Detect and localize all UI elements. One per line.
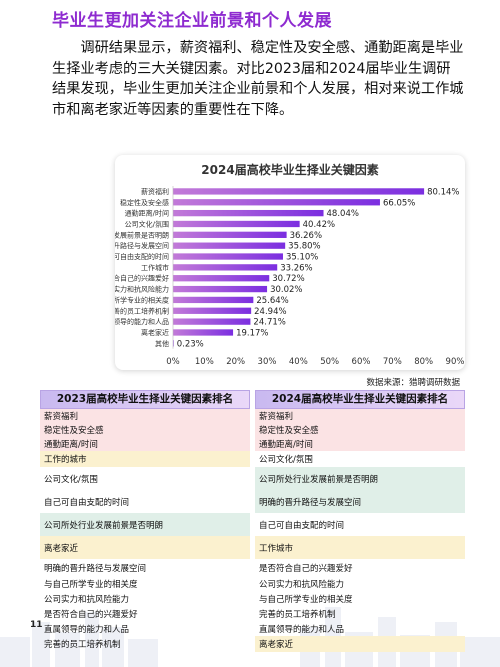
chart-category-label: 自己可自由支配的时间 [115,252,169,261]
chart-category-label: 公司所处行业发展前景是否明朗 [115,230,169,239]
chart-bar [173,318,251,325]
ranking-table-2024-row: 工作城市 [255,536,465,559]
chart-value-label: 25.64% [256,296,288,306]
chart-value-label: 35.80% [288,242,320,252]
chart-category-label: 薪资福利 [141,187,169,196]
chart-value-label: 36.26% [290,231,322,241]
chart-category-label: 公司实力和抗风险能力 [115,285,169,294]
ranking-table-2024-row: 薪资福利 [255,409,465,423]
ranking-table-2023-rows: 薪资福利 稳定性及安全感 通勤距离/时间 工作的城市公司文化/氛围自己可自由支配的时间… [40,409,250,652]
ranking-table-2023-row: 薪资福利 [40,409,250,423]
chart-x-tick-label: 10% [195,357,214,367]
chart-category-label: 直属领导的能力和人品 [115,317,169,326]
chart-bar [173,253,283,260]
chart-category-label: 是否符合自己的兴趣爱好 [115,274,169,283]
chart-value-label: 33.26% [280,263,312,273]
ranking-table-2023-row: 通勤距离/时间 [40,437,250,451]
chart-x-tick-label: 50% [320,357,339,367]
chart-category-label: 通勤距离/时间 [125,209,169,218]
ranking-table-2024-row: 是否符合自己的兴趣爱好 [259,563,353,574]
ranking-table-2024-row: 与自己所学专业的相关度 [259,594,353,605]
intro-paragraph: 调研结果显示，薪资福利、稳定性及安全感、通勤距离是毕业生择业考虑的三大关键因素。… [52,40,464,118]
ranking-table-2023-row: 自己可自由支配的时间 [44,497,130,508]
chart-value-label: 30.72% [272,274,304,284]
ranking-table-2023-row: 公司所处行业发展前景是否明朗 [40,513,250,536]
chart-bar [173,307,252,314]
chart-value-label: 30.02% [270,285,302,295]
chart-x-tick-label: 60% [352,357,371,367]
ranking-table-2024-row: 公司实力和抗风险能力 [259,579,345,590]
chart-value-label: 66.05% [383,198,415,208]
ranking-table-2024-row: 完善的员工培养机制 [259,609,336,620]
ranking-table-2023-row: 直属领导的能力和人品 [44,624,130,635]
chart-bar [173,209,324,217]
chart-value-label: 35.10% [286,253,318,263]
chart-x-tick-label: 70% [383,357,402,367]
chart-bar [173,329,234,336]
ranking-table-2024-header: 2024届高校毕业生择业关键因素排名 [255,390,465,409]
ranking-table-2023-row: 是否符合自己的兴趣爱好 [44,609,138,620]
ranking-table-2023-row: 与自己所学专业的相关度 [44,579,138,590]
ranking-table-2023-row: 工作的城市 [40,451,250,467]
chart-x-tick-label: 0% [166,357,180,367]
page-number: 11 [30,620,43,630]
chart-bar [173,264,278,271]
ranking-table-2024: 2024届高校毕业生择业关键因素排名 薪资福利 稳定性及安全感 通勤距离/时间公司文… [255,390,465,652]
chart-title: 2024届高校毕业生择业关键因素 [201,163,379,177]
ranking-table-2024-row: 稳定性及安全感 [255,423,465,437]
ranking-table-2023-row: 离老家近 [40,536,250,559]
chart-category-label: 与自己所学专业的相关度 [115,295,169,304]
chart-x-tick-label: 80% [414,357,433,367]
ranking-table-2023-row: 公司文化/氛围 [44,474,98,485]
chart-value-label: 19.17% [236,328,268,338]
chart-value-label: 40.42% [303,220,335,230]
ranking-table-2024-row: 明确的晋升路径与发展空间 [255,490,465,513]
ranking-table-2024-row: 公司所处行业发展前景是否明朗 [255,467,465,490]
chart-bar [173,199,380,206]
chart-category-label: 明确的晋升路径与发展空间 [115,241,169,250]
chart-bar [173,231,287,238]
ranking-table-2023-row: 公司实力和抗风险能力 [44,594,130,605]
chart-bar [173,188,425,195]
chart-x-tick-label: 90% [446,357,465,367]
chart-x-tick-label: 40% [289,357,308,367]
chart-bar [173,220,300,228]
chart-bar [173,340,174,347]
chart-category-label: 公司文化/氛围 [125,219,169,228]
ranking-table-2024-row: 公司文化/氛围 [259,455,313,465]
chart-category-label: 工作城市 [141,263,169,272]
chart-bar [173,242,286,249]
factors-bar-chart: 薪资福利 80.14% 稳定性及安全感 66.05% 通勤距离/时间 48.04% 公司文化… [115,186,465,367]
factors-chart-card: 薪资福利 80.14% 稳定性及安全感 66.05% 通勤距离/时间 48.04% 公司文化… [115,155,465,370]
chart-value-label: 24.94% [254,307,286,317]
ranking-table-2023-row: 完善的员工培养机制 [44,640,121,650]
chart-value-label: 48.04% [327,209,359,219]
chart-value-label: 0.23% [177,339,204,349]
chart-value-label: 80.14% [427,187,459,197]
chart-x-tick-label: 30% [258,357,277,367]
data-source-note: 数据来源：猎聘调研数据 [366,378,460,388]
page-title: 毕业生更加关注企业前景和个人发展 [52,11,332,31]
ranking-table-2024-row: 自己可自由支配的时间 [259,520,345,531]
chart-category-label: 完善的员工培养机制 [115,306,169,315]
ranking-table-2023: 2023届高校毕业生择业关键因素排名 薪资福利 稳定性及安全感 通勤距离/时间 工作的… [40,390,250,652]
ranking-table-2024-row: 直属领导的能力和人品 [259,624,345,635]
ranking-table-2023-row: 稳定性及安全感 [40,423,250,437]
chart-category-label: 离老家近 [141,328,169,337]
ranking-table-2024-rows: 薪资福利 稳定性及安全感 通勤距离/时间公司文化/氛围公司所处行业发展前景是否明朗明… [255,409,465,652]
chart-bar [173,285,268,293]
chart-bar [173,275,270,282]
chart-bar [173,296,254,304]
chart-value-label: 24.71% [253,318,285,328]
chart-category-label: 稳定性及安全感 [120,198,169,207]
ranking-table-2024-row: 通勤距离/时间 [255,437,465,451]
chart-x-tick-label: 20% [226,357,245,367]
chart-category-label: 其他 [155,339,169,348]
ranking-table-2024-row: 离老家近 [255,636,465,652]
ranking-table-2023-header: 2023届高校毕业生择业关键因素排名 [40,390,250,409]
ranking-table-2023-row: 明确的晋升路径与发展空间 [44,563,147,574]
